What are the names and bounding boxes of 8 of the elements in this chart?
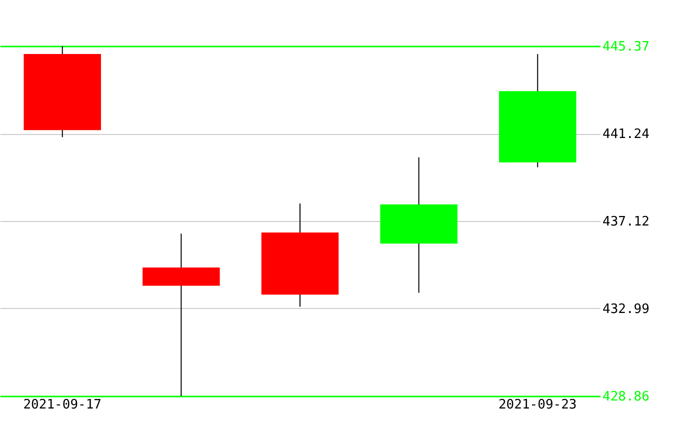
candlestick <box>142 233 220 396</box>
y-tick-label: 445.37 <box>602 40 650 54</box>
y-tick-label: 437.12 <box>602 214 650 230</box>
x-tick-label: 2021-09-17 <box>23 398 102 412</box>
y-tick-label: 441.24 <box>602 127 650 142</box>
y-tick-label: 428.86 <box>602 390 650 404</box>
x-tick-label: 2021-09-23 <box>498 398 577 412</box>
y-tick-label: 432.99 <box>602 302 650 317</box>
